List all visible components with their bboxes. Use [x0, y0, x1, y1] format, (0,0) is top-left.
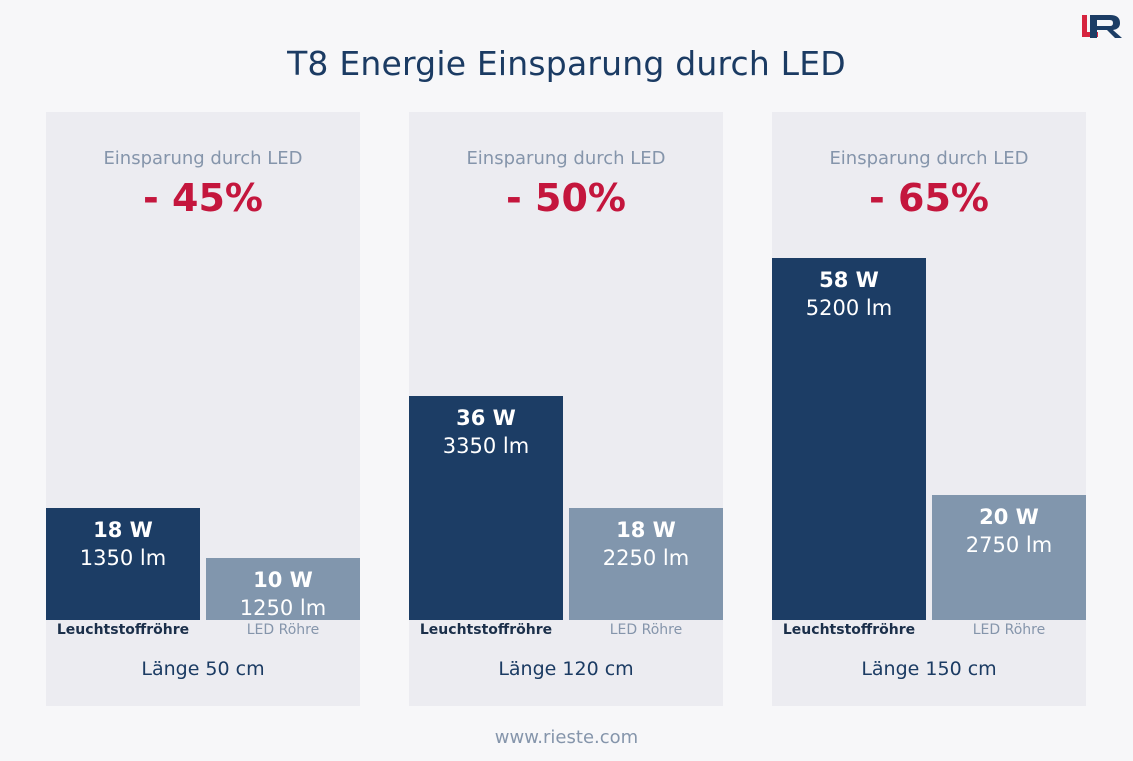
chart-group-panel: Einsparung durch LED - 65% 58 W 5200 lm Leuc…	[772, 112, 1086, 706]
saving-label: Einsparung durch LED	[103, 148, 303, 169]
rieste-logo-icon	[1082, 15, 1122, 38]
bar-lumen-label: 3350 lm	[442, 434, 530, 458]
bar-lumen-label: 5200 lm	[805, 296, 893, 320]
saving-percentage: - 50%	[506, 176, 626, 220]
bar-leuchtstoffroehre: 18 W 1350 lm	[46, 508, 200, 620]
category-label: Leuchtstoffröhre	[782, 622, 916, 638]
bar-lumen-label: 1250 lm	[239, 596, 327, 620]
bar-watt-label: 18 W	[616, 518, 676, 542]
bar-led-roehre: 10 W 1250 lm	[206, 558, 360, 620]
chart-group-panel: Einsparung durch LED - 45% 18 W 1350 lm Leuc…	[46, 112, 360, 706]
bar-watt-label: 10 W	[253, 568, 313, 592]
length-label: Länge 120 cm	[498, 658, 634, 680]
saving-percentage: - 45%	[143, 176, 263, 220]
bar-watt-label: 18 W	[93, 518, 153, 542]
category-label: LED Röhre	[972, 622, 1046, 638]
category-label: Leuchtstoffröhre	[419, 622, 553, 638]
bar-leuchtstoffroehre: 58 W 5200 lm	[772, 258, 926, 620]
saving-percentage: - 65%	[869, 176, 989, 220]
bar-led-roehre: 20 W 2750 lm	[932, 495, 1086, 620]
bar-lumen-label: 2250 lm	[602, 546, 690, 570]
website-url[interactable]: www.rieste.com	[494, 727, 639, 748]
bar-watt-label: 58 W	[819, 268, 879, 292]
chart-group-panel: Einsparung durch LED - 50% 36 W 3350 lm Leuc…	[409, 112, 723, 706]
bar-watt-label: 36 W	[456, 406, 516, 430]
bar-watt-label: 20 W	[979, 505, 1039, 529]
length-label: Länge 150 cm	[861, 658, 997, 680]
length-label: Länge 50 cm	[141, 658, 265, 680]
bar-lumen-label: 1350 lm	[79, 546, 167, 570]
saving-label: Einsparung durch LED	[829, 148, 1029, 169]
bar-lumen-label: 2750 lm	[965, 533, 1053, 557]
category-label: LED Röhre	[609, 622, 683, 638]
category-label: LED Röhre	[246, 622, 320, 638]
category-label: Leuchtstoffröhre	[56, 622, 190, 638]
saving-label: Einsparung durch LED	[466, 148, 666, 169]
bar-led-roehre: 18 W 2250 lm	[569, 508, 723, 620]
bar-leuchtstoffroehre: 36 W 3350 lm	[409, 396, 563, 620]
page-title: T8 Energie Einsparung durch LED	[287, 44, 846, 83]
